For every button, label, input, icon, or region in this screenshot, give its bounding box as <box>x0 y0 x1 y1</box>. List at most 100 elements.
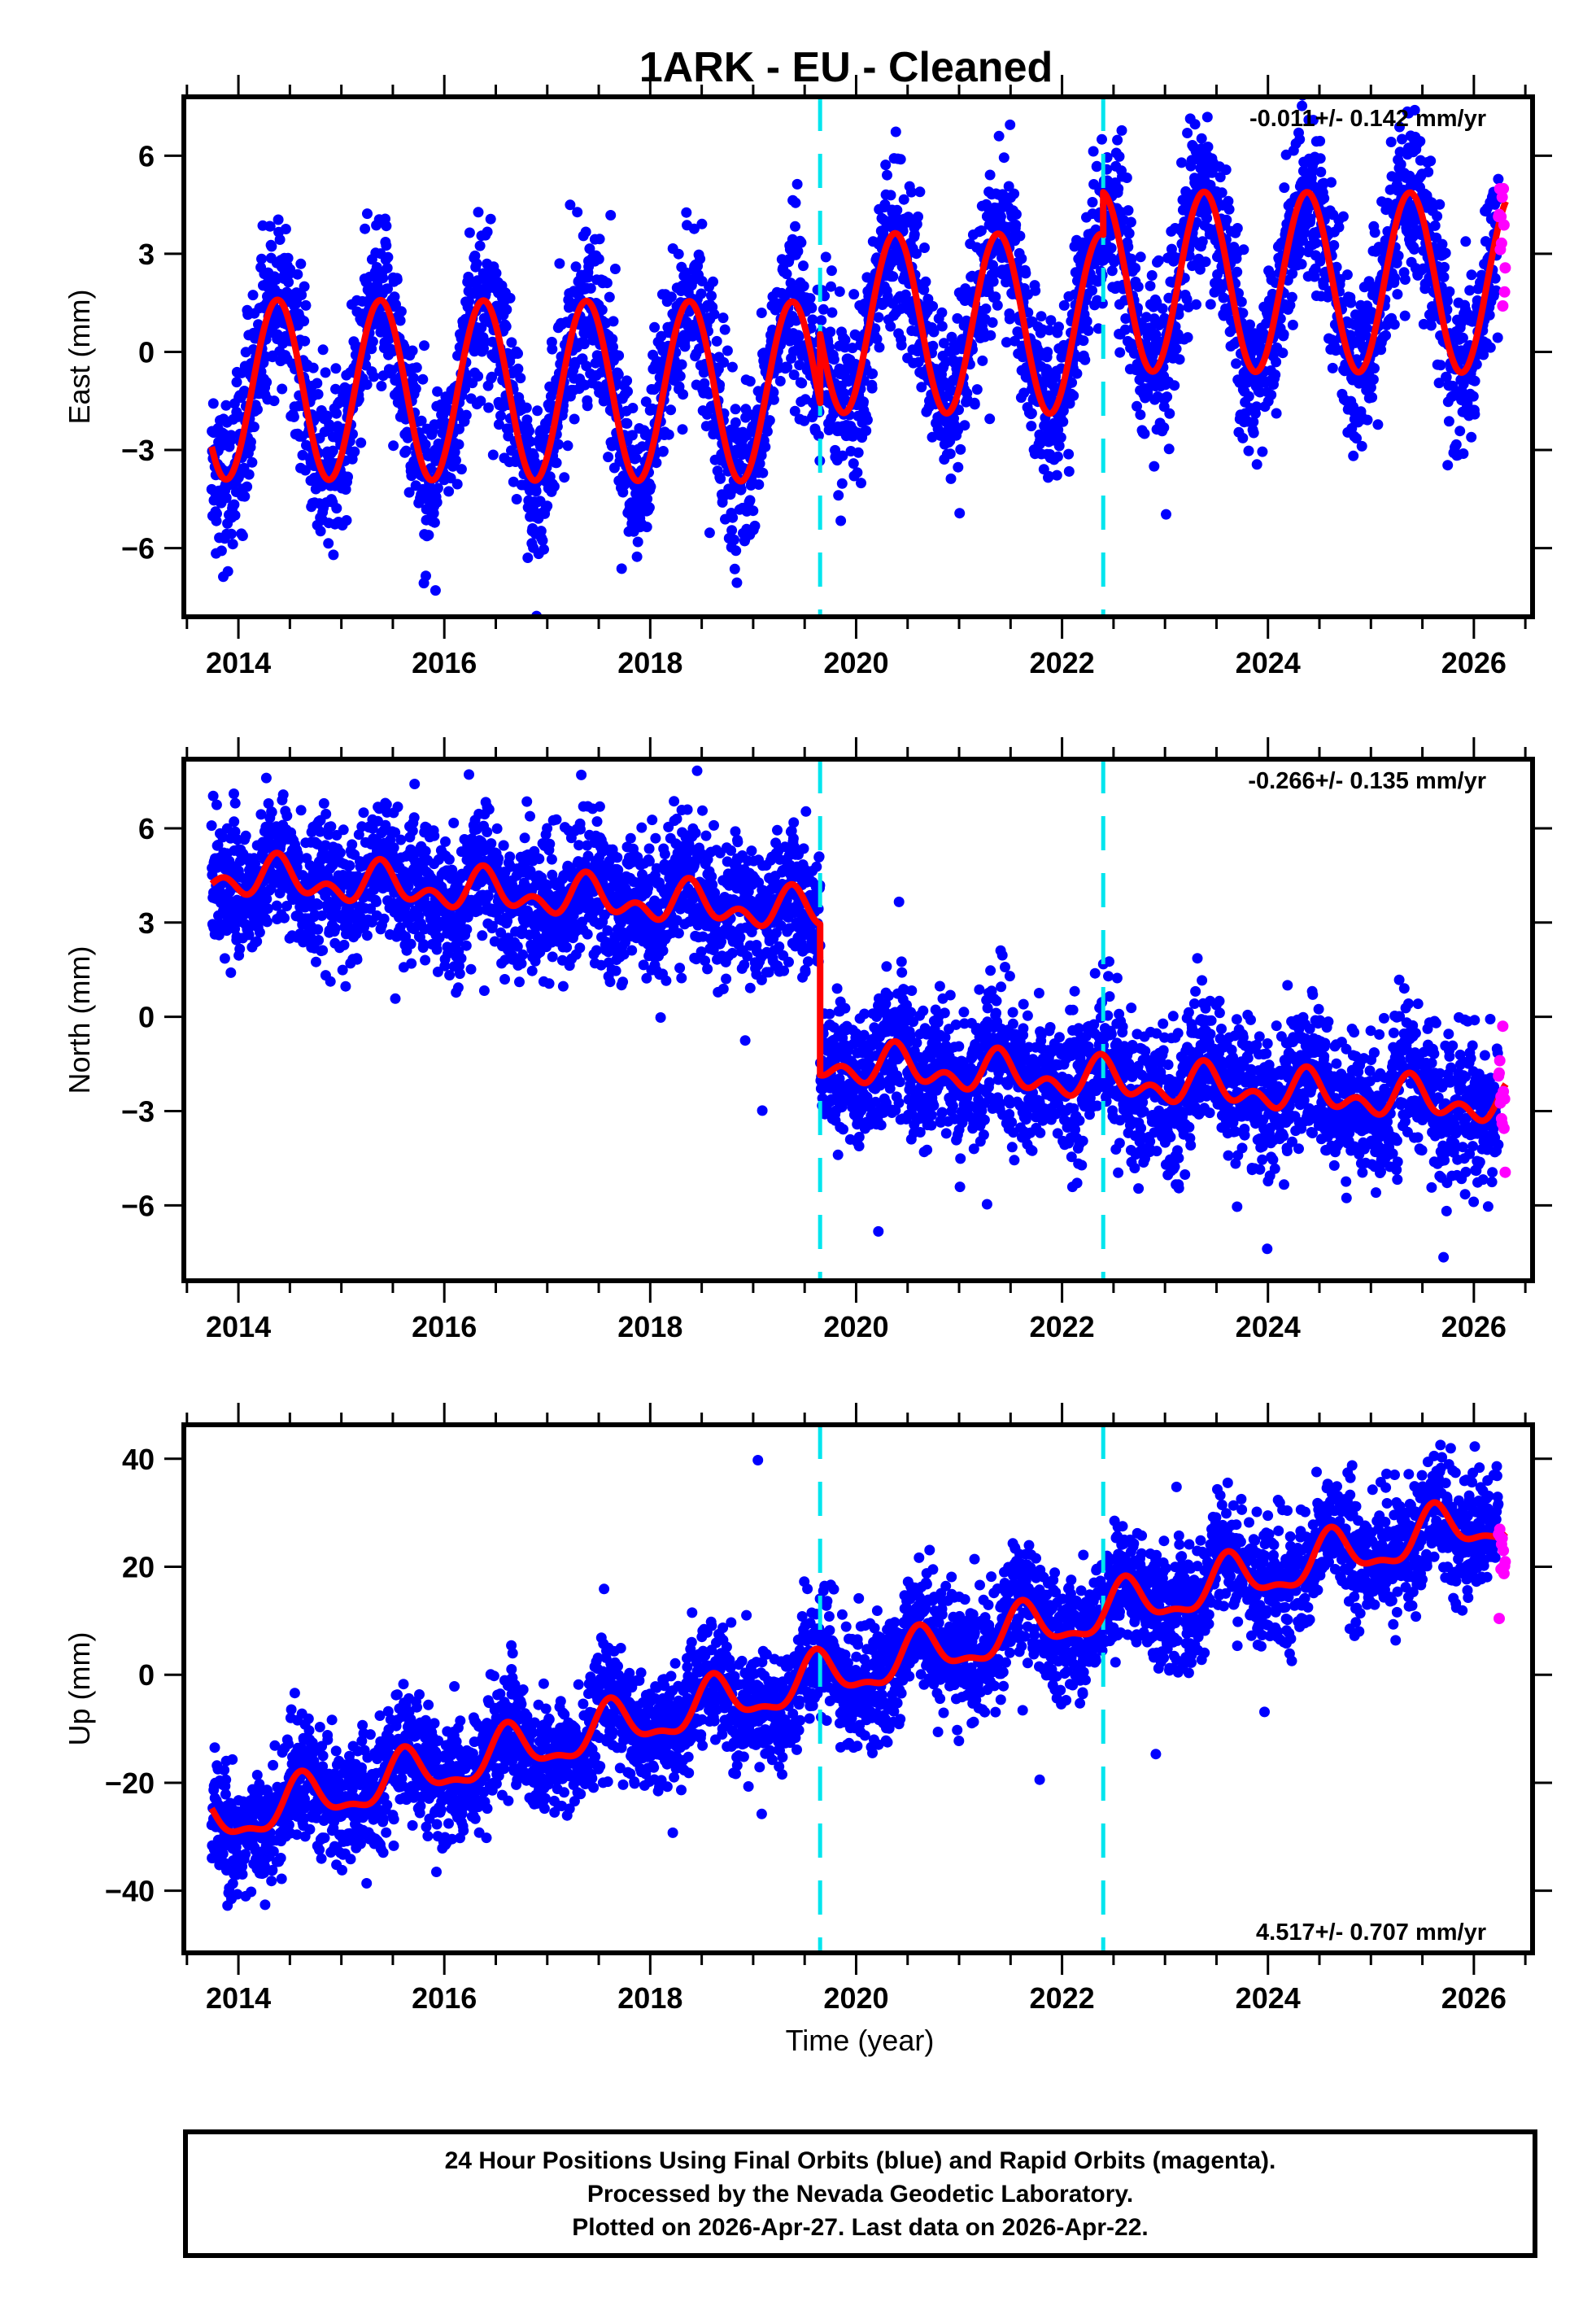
data-point-final <box>382 262 393 273</box>
data-point-final <box>1369 363 1380 374</box>
data-point-final <box>281 810 293 822</box>
data-point-final <box>1182 332 1193 343</box>
data-point-final <box>476 322 487 334</box>
data-point-final <box>1097 133 1107 145</box>
data-point-final <box>554 258 565 269</box>
data-point-final <box>1435 360 1446 371</box>
data-point-final <box>927 300 939 312</box>
data-point-final <box>248 421 259 433</box>
data-point-final <box>530 486 542 497</box>
data-point-final <box>687 330 698 342</box>
data-point-final <box>782 361 793 373</box>
data-point-final <box>382 251 394 263</box>
data-point-final <box>539 544 549 555</box>
data-point-final <box>913 211 923 222</box>
data-point-final <box>331 503 342 514</box>
data-point-final <box>229 788 239 799</box>
data-point-final <box>338 939 350 950</box>
data-point-final <box>609 264 621 274</box>
data-point-final <box>835 515 847 526</box>
data-point-final <box>1466 269 1477 281</box>
data-point-final <box>239 491 251 502</box>
data-point-final <box>703 388 714 400</box>
data-point-final <box>959 420 970 431</box>
data-point-final <box>1409 243 1419 255</box>
data-point-final <box>852 467 863 478</box>
data-point-final <box>1139 428 1150 439</box>
data-point-final <box>410 383 421 395</box>
data-point-final <box>1296 259 1307 270</box>
data-point-final <box>861 414 873 426</box>
data-point-final <box>627 403 639 413</box>
data-point-final <box>295 258 307 269</box>
data-point-final <box>1392 289 1403 300</box>
data-point-final <box>992 299 1003 311</box>
data-point-final <box>954 508 966 519</box>
data-point-final <box>1112 134 1123 146</box>
data-point-final <box>500 321 512 332</box>
x-tick-label: 2016 <box>412 646 477 679</box>
data-point-final <box>246 456 258 468</box>
data-point-final <box>1010 219 1022 230</box>
data-point-final <box>601 277 613 289</box>
data-point-final <box>423 530 434 541</box>
data-point-final <box>953 461 964 473</box>
data-point-final <box>225 967 237 978</box>
data-point-final <box>643 502 655 513</box>
data-point-final <box>791 315 802 326</box>
data-point-final <box>525 436 536 448</box>
data-point-final <box>1201 111 1213 123</box>
data-point-final <box>711 335 722 347</box>
data-point-final <box>1066 377 1078 388</box>
data-point-final <box>688 223 700 234</box>
data-point-final <box>722 345 733 356</box>
data-point-final <box>317 945 329 956</box>
data-point-final <box>791 178 803 190</box>
data-point-final <box>796 378 808 389</box>
data-point-final <box>325 976 336 987</box>
y-tick-label: 6 <box>138 139 155 173</box>
data-point-final <box>1063 465 1075 477</box>
data-point-final <box>430 585 441 596</box>
data-point-final <box>995 211 1006 222</box>
data-point-final <box>1057 416 1069 427</box>
x-tick-label: 2018 <box>617 646 682 679</box>
data-point-final <box>282 252 294 264</box>
data-point-final <box>880 159 892 171</box>
data-point-final <box>443 486 455 497</box>
data-point-final <box>730 417 741 428</box>
data-point-final <box>948 413 959 424</box>
data-point-final <box>1196 133 1207 144</box>
data-point-final <box>456 464 467 475</box>
data-point-final <box>493 419 504 430</box>
data-point-final <box>909 229 920 240</box>
data-point-final <box>988 276 999 287</box>
data-point-final <box>1484 309 1495 321</box>
data-point-final <box>753 479 765 490</box>
data-point-final <box>1345 297 1357 308</box>
data-point-final <box>622 386 633 397</box>
data-point-final <box>229 499 240 510</box>
data-point-final <box>334 847 346 858</box>
data-point-final <box>471 258 482 269</box>
data-point-final <box>621 375 633 387</box>
data-point-final <box>1333 221 1345 233</box>
data-point-final <box>524 426 534 437</box>
data-point-final <box>1367 373 1379 385</box>
data-point-final <box>920 276 931 287</box>
data-point-final <box>391 274 403 286</box>
data-point-final <box>280 224 291 234</box>
data-point-final <box>283 277 294 288</box>
data-point-final <box>749 520 761 531</box>
data-point-final <box>1389 273 1401 284</box>
data-point-final <box>342 471 353 483</box>
data-point-final <box>327 445 338 456</box>
data-point-final <box>596 304 608 316</box>
data-point-final <box>1126 253 1137 264</box>
chart-title: 1ARK - EU - Cleaned <box>639 44 1053 91</box>
data-point-final <box>472 275 483 286</box>
data-point-final <box>1372 419 1384 430</box>
data-point-final <box>506 445 517 456</box>
data-point-final <box>1068 390 1079 401</box>
data-point-final <box>911 248 922 260</box>
